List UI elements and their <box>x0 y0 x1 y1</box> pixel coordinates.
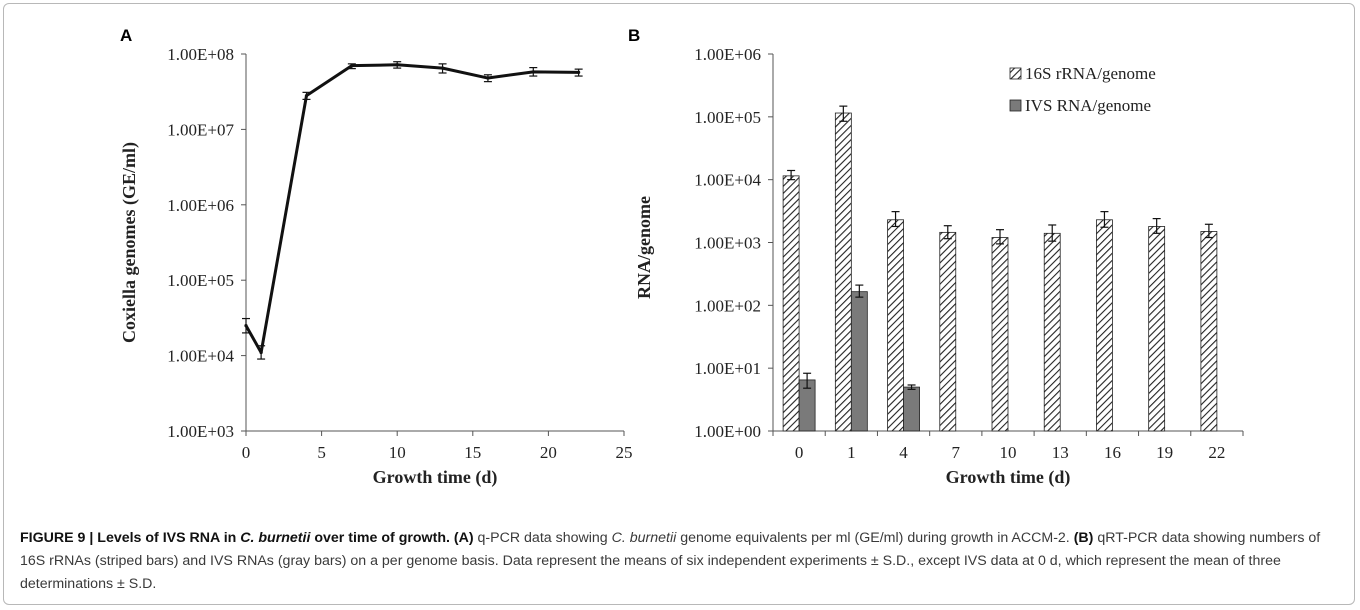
panel-a-x-axis-title: Growth time (d) <box>373 467 498 488</box>
panel-a-data-point <box>531 70 535 74</box>
panel-b-chart: 1.00E+00 1.00E+01 1.00E+02 1.00E+03 1.00E+04… <box>634 45 1244 488</box>
panel-a-x-tick-label: 15 <box>464 443 481 462</box>
panel-a-data-point <box>440 66 445 70</box>
panel-b-y-tick-label: 1.00E+00 <box>694 422 761 441</box>
panel-b-y-tick-label: 1.00E+01 <box>694 359 761 378</box>
panel-letter-a: A <box>120 26 132 45</box>
panel-b-legend: 16S rRNA/genome IVS RNA/genome <box>1009 64 1156 115</box>
panel-a-x-tick-label: 5 <box>317 443 326 462</box>
panel-b-y-tick-label: 1.00E+03 <box>694 234 761 253</box>
panel-a-data-point <box>486 76 490 80</box>
figure-charts: A B 1.00E+031.00E+041.00E+051.00E+061.00… <box>119 26 1244 488</box>
panel-b-bar-16s <box>1148 226 1166 432</box>
panel-b-x-tick-label: 19 <box>1156 443 1173 462</box>
panel-b-bar-ivs <box>903 386 920 432</box>
panel-b-x-tick-label: 10 <box>1000 443 1017 462</box>
panel-b-x-tick-label: 1 <box>847 443 856 462</box>
panel-b-x-tick-label: 16 <box>1104 443 1121 462</box>
panel-a-y-tick-label: 1.00E+05 <box>167 271 234 290</box>
panel-a-y-axis-title: Coxiella genomes (GE/ml) <box>119 142 140 343</box>
caption-label: FIGURE 9 | Levels of IVS RNA in C. burne… <box>20 530 450 546</box>
panel-b-y-tick-label: 1.00E+05 <box>694 108 761 127</box>
panel-b-y-tick-label: 1.00E+04 <box>694 171 761 190</box>
panel-b-x-tick-label: 13 <box>1052 443 1069 462</box>
panel-a-x-tick-label: 10 <box>389 443 406 462</box>
panel-b-bar-16s <box>887 219 904 432</box>
panel-a-y-tick-label: 1.00E+03 <box>167 422 234 441</box>
panel-b-y-tick-label: 1.00E+02 <box>694 296 761 315</box>
caption-a-marker: (A) <box>453 530 474 546</box>
panel-b-y-axis-title: RNA/genome <box>634 196 654 299</box>
panel-b-bar-16s <box>939 231 957 432</box>
panel-a-data-point <box>244 323 248 328</box>
panel-b-bar-16s <box>782 175 800 432</box>
panel-a-x-tick-label: 20 <box>540 443 557 462</box>
legend-label-ivs: IVS RNA/genome <box>1025 96 1151 115</box>
panel-a-y-tick-label: 1.00E+04 <box>167 347 234 366</box>
panel-b-x-tick-label: 0 <box>795 443 804 462</box>
panel-a-x-tick-label: 0 <box>242 443 251 462</box>
panel-b-y-tick-label: 1.00E+06 <box>694 45 761 64</box>
panel-a-x-tick-label: 25 <box>616 443 633 462</box>
figure-caption: FIGURE 9 | Levels of IVS RNA in C. burne… <box>20 530 1321 592</box>
panel-a-data-point <box>395 63 399 67</box>
panel-a-y-tick-label: 1.00E+06 <box>167 196 234 215</box>
panel-a-data-point <box>304 94 309 98</box>
panel-a-y-tick-label: 1.00E+08 <box>167 45 234 64</box>
panel-a-chart: 1.00E+03 1.00E+04 1.00E+05 1.00E+06 1.00E+07… <box>119 45 633 488</box>
legend-swatch-ivs <box>1009 99 1022 112</box>
panel-b-bar-16s <box>834 112 852 432</box>
panel-letter-b: B <box>628 26 640 45</box>
panel-a-series-line <box>244 63 579 354</box>
figure-frame <box>3 3 1355 605</box>
panel-b-bar-ivs <box>850 291 868 432</box>
panel-b-x-tick-label: 4 <box>899 443 908 462</box>
caption-b-marker: (B) <box>1073 530 1094 546</box>
panel-b-bar-16s <box>1200 231 1218 432</box>
panel-b-x-tick-label: 22 <box>1208 443 1225 462</box>
panel-b-x-axis-title: Growth time (d) <box>946 467 1071 488</box>
panel-b-x-tick-label: 7 <box>952 443 961 462</box>
panel-a-y-tick-label: 1.00E+07 <box>167 120 234 139</box>
legend-label-16s: 16S rRNA/genome <box>1025 64 1156 83</box>
panel-a-data-point <box>259 350 263 355</box>
panel-b-bar-16s <box>1043 232 1061 432</box>
legend-swatch-16s <box>1009 67 1022 80</box>
panel-a-data-point <box>577 70 581 75</box>
panel-b-bar-16s <box>991 237 1009 432</box>
panel-b-bar-16s <box>1096 219 1113 432</box>
panel-a-data-point <box>350 64 354 68</box>
